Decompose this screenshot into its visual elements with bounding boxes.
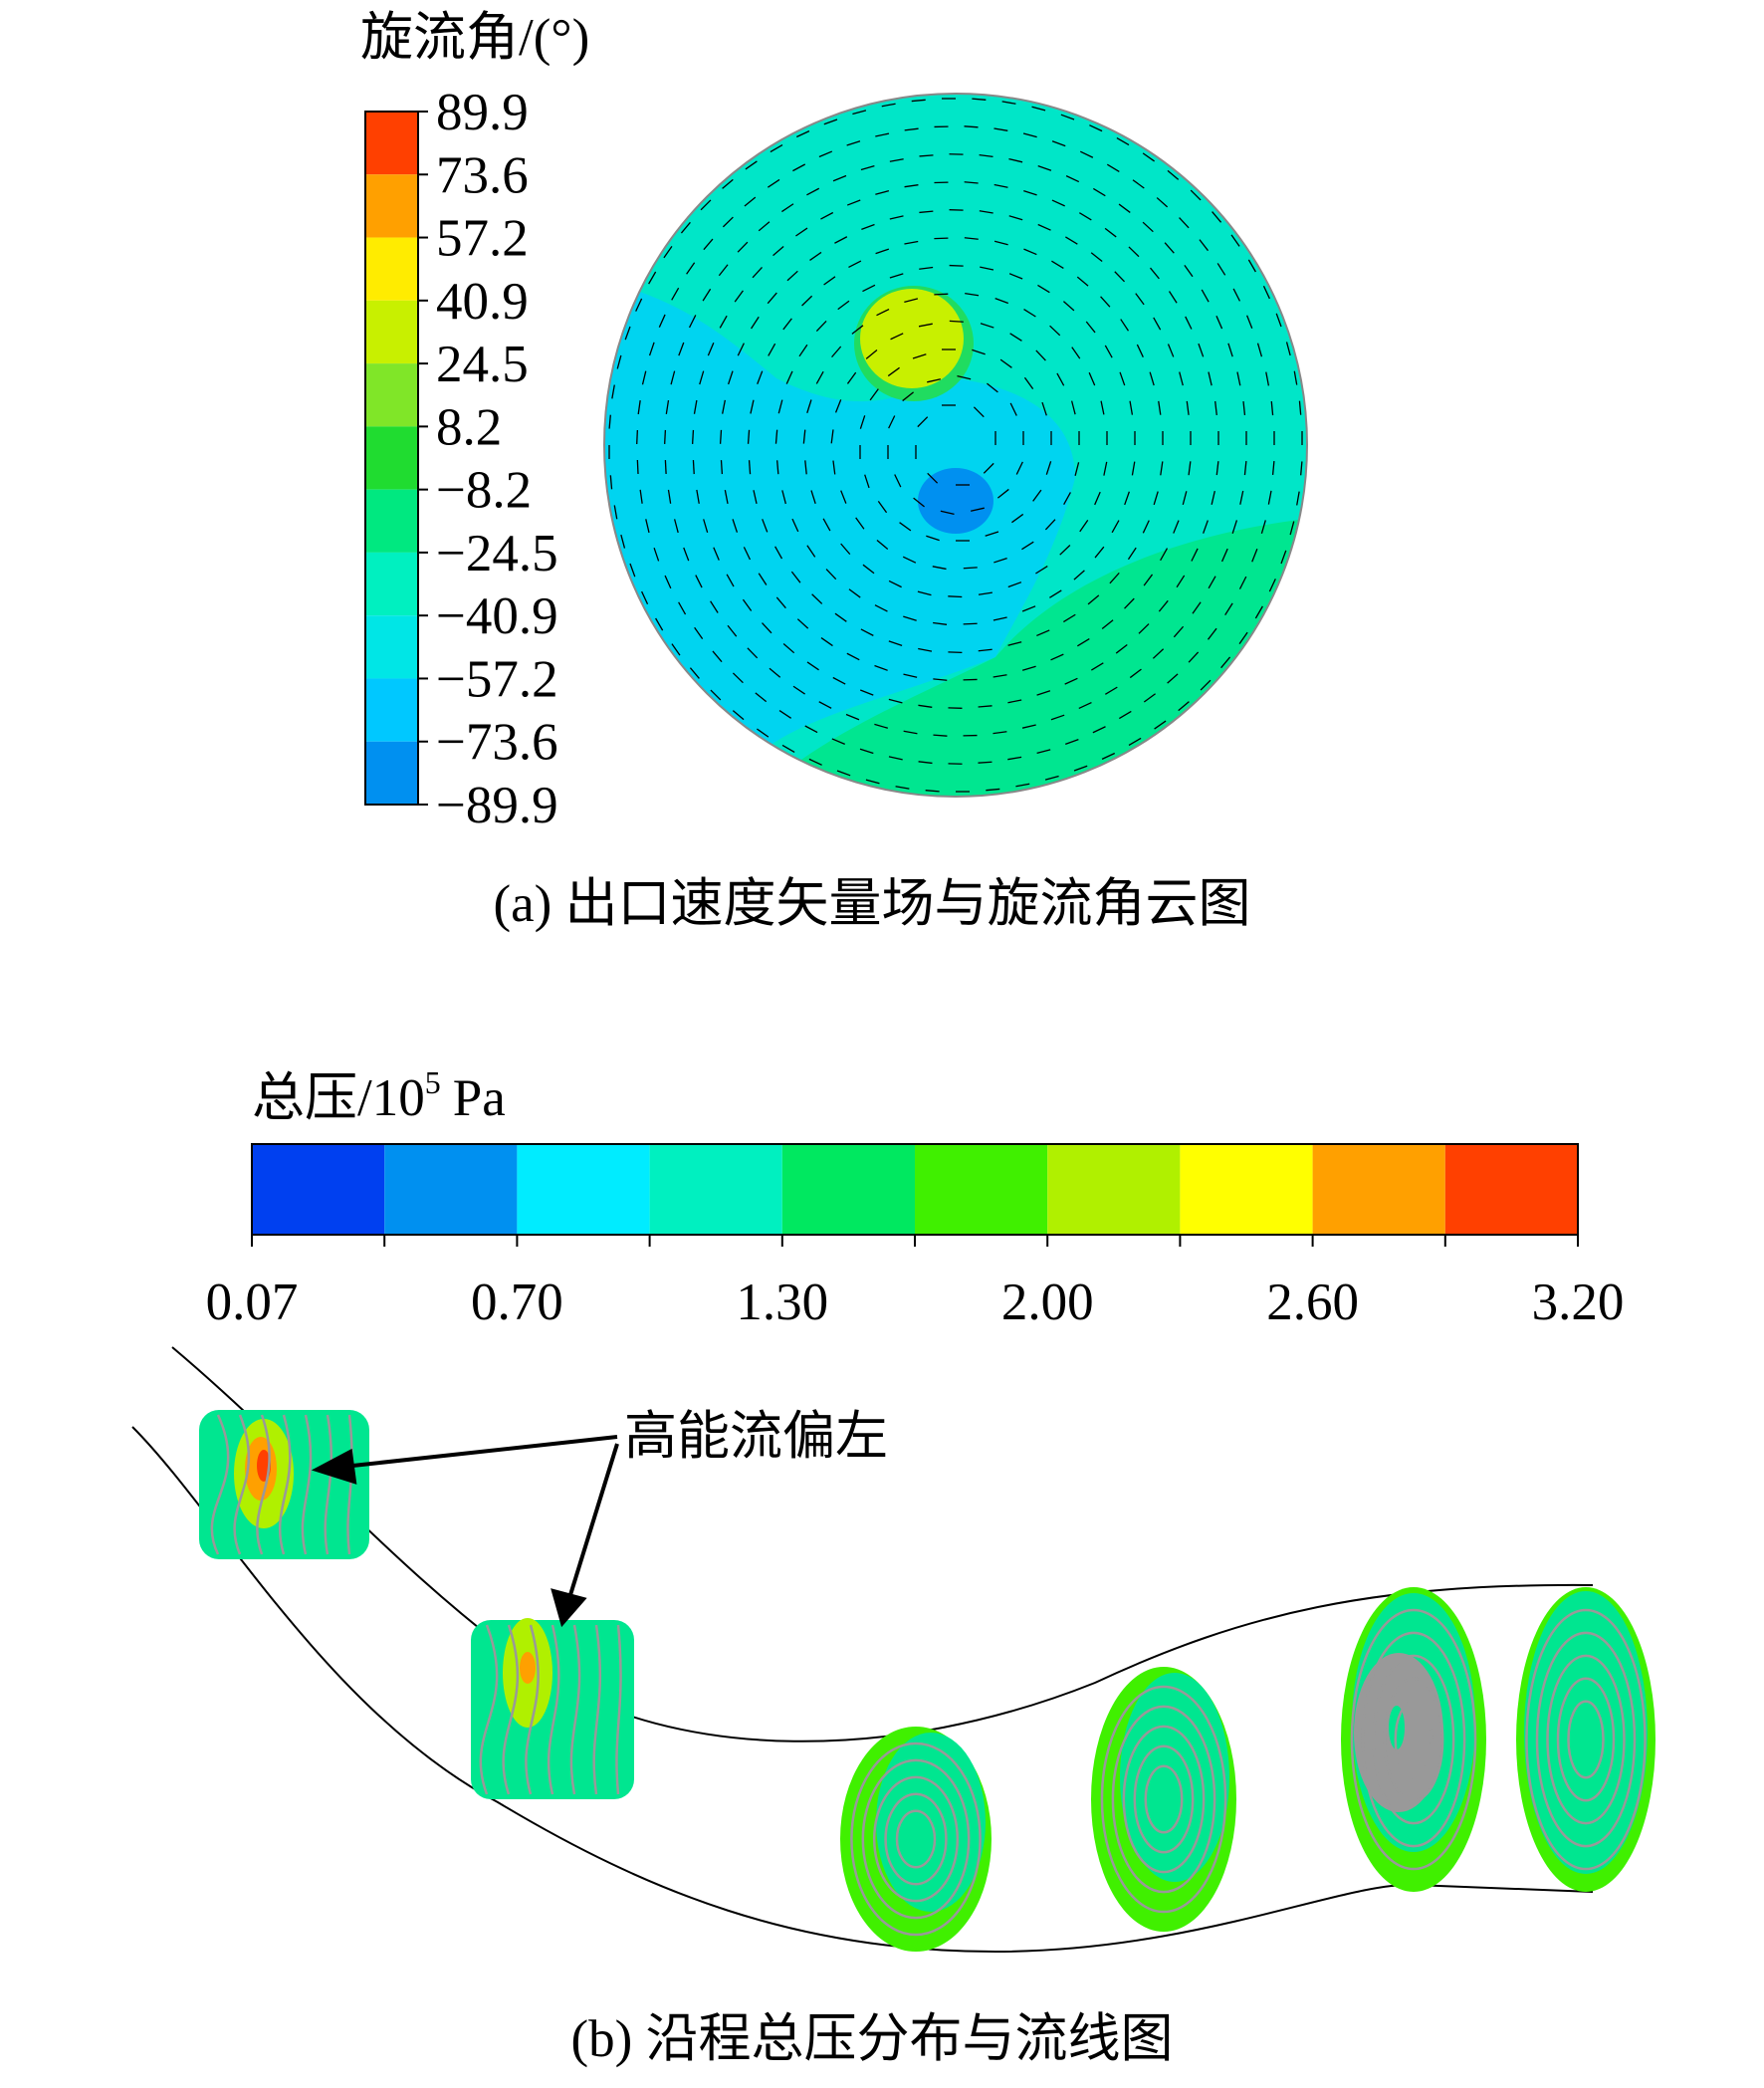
colorbar-label: 0.70 [471, 1274, 563, 1331]
caption-a: (a) 出口速度矢量场与旋流角云图 [493, 875, 1250, 933]
vector-arrow [950, 321, 964, 322]
legend-title-sup: 5 [425, 1064, 441, 1100]
vector-arrow [964, 623, 978, 624]
annotation: 高能流偏左 [624, 1408, 888, 1466]
vector-arrow [948, 652, 962, 653]
colorbar-label: −89.9 [436, 777, 558, 834]
colorbar-segment [1180, 1144, 1312, 1235]
colorbar-label: −57.2 [436, 650, 558, 708]
vector-arrow [721, 460, 722, 474]
colorbar-label: −40.9 [436, 587, 558, 645]
vector-arrow [721, 430, 722, 444]
colorbar-segment [384, 1144, 517, 1235]
vector-arrow [665, 460, 666, 474]
vector-arrow [693, 430, 694, 444]
colorbar-label: −24.5 [436, 525, 558, 582]
colorbar-label: 89.9 [436, 84, 529, 141]
colorbar-segment [365, 238, 418, 301]
colorbar-segment [365, 426, 418, 489]
legend-title: 总压/105 Pa [252, 1064, 506, 1127]
sections [199, 1410, 1655, 1952]
colorbar-label: 40.9 [436, 273, 529, 331]
colorbar-segment [650, 1144, 782, 1235]
colorbar-label: 2.00 [1001, 1274, 1094, 1331]
colorbar-label: 24.5 [436, 336, 529, 393]
legend-title-unit: Pa [453, 1069, 506, 1127]
legend-title-text: 总压/10 [252, 1069, 425, 1127]
vector-arrow [934, 238, 948, 239]
vector-arrow [693, 460, 694, 474]
colorbar-segment [365, 490, 418, 553]
colorbar-label: 1.30 [736, 1274, 828, 1331]
vector-arrow [637, 430, 638, 444]
vector-arrow [950, 266, 964, 267]
legend-a: 旋流角/(°) 89.973.6 57.240.924.58.2 −8.2−24.5… [360, 9, 589, 834]
vector-arrow [934, 294, 948, 295]
colorbar-segment [1445, 1144, 1578, 1235]
colorbar-label: 57.2 [436, 210, 529, 268]
colorbar-segment [365, 742, 418, 805]
colorbar-segment [517, 1144, 649, 1235]
legend-b: 总压/105 Pa 0.07 0.70 1.30 2.00 2.60 3.20 [206, 1064, 1625, 1331]
colorbar-label: 3.20 [1532, 1274, 1625, 1331]
colorbar-segment [782, 1144, 915, 1235]
caption-b: (b) 沿程总压分布与流线图 [570, 2010, 1173, 2068]
colorbar-label: 73.6 [436, 146, 529, 204]
colorbar-segment [365, 174, 418, 237]
colorbar-label: 8.2 [436, 398, 502, 456]
colorbar-segment [365, 301, 418, 363]
vector-arrow [665, 430, 666, 444]
colorbar-segment [365, 553, 418, 615]
sphere [557, 60, 1314, 797]
colorbar-segment [1313, 1144, 1445, 1235]
colorbar-segment [365, 678, 418, 741]
colorbar-segment [1047, 1144, 1180, 1235]
legend-title: 旋流角/(°) [360, 9, 589, 67]
vector-arrow [637, 460, 638, 474]
colorbar-segment [365, 112, 418, 174]
vector-arrow [964, 568, 978, 569]
colorbar-label: 0.07 [206, 1274, 299, 1331]
colorbar-segment [252, 1144, 384, 1235]
colorbar-label: −8.2 [436, 462, 532, 520]
colorbar-segment [365, 615, 418, 678]
colorbar-segment [365, 363, 418, 426]
colorbar-label: 2.60 [1266, 1274, 1359, 1331]
colorbar-segment [915, 1144, 1047, 1235]
vector-arrow [948, 596, 962, 597]
colorbar-label: −73.6 [436, 714, 558, 772]
